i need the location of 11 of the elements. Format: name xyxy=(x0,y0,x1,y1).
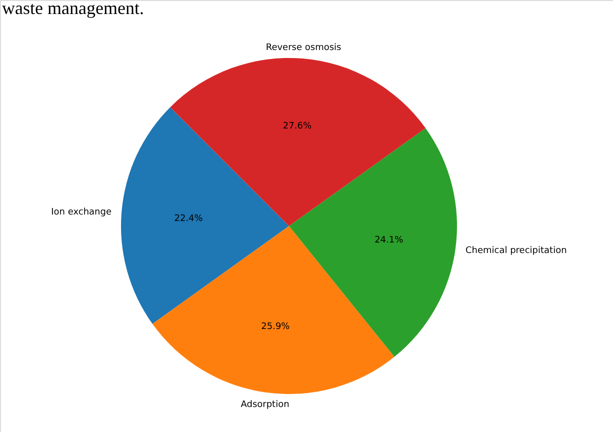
data-label: 22.4% xyxy=(174,214,204,224)
data-label: 25.9% xyxy=(261,322,290,332)
pie-slice xyxy=(170,58,426,226)
chart-title: waste management. xyxy=(2,0,144,18)
slice-label: Chemical precipitation xyxy=(465,246,567,256)
data-label: 24.1% xyxy=(374,236,404,246)
slice-label: Reverse osmosis xyxy=(266,42,342,53)
pie-slice xyxy=(289,128,457,357)
slice-label: Adsorption xyxy=(240,400,290,410)
slice-label: Ion exchange xyxy=(51,207,112,218)
data-label: 27.6% xyxy=(282,122,312,132)
